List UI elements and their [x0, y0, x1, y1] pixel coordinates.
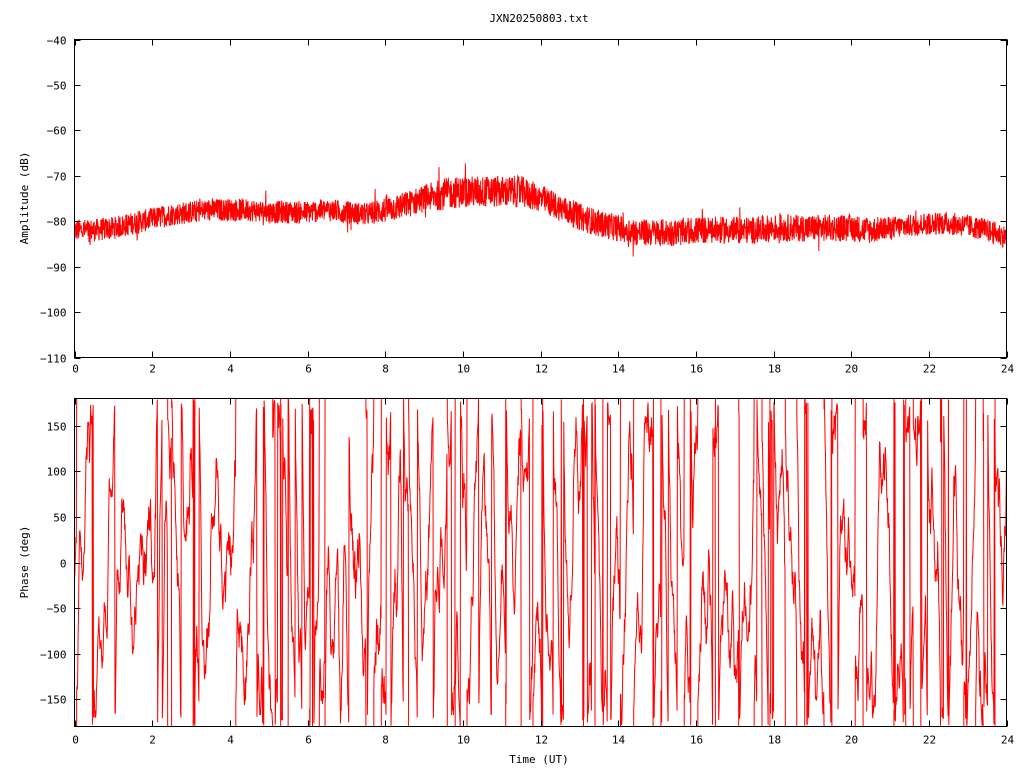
phase-x-tick-label: 16: [690, 734, 703, 747]
phase-y-tick-label: 0: [60, 558, 67, 571]
phase-series-line: [74, 398, 1007, 727]
amplitude-y-tick-label: −90: [47, 262, 67, 275]
phase-axes: 0 2 4 6 8 10 12 14 16 18 20 22 24150100500−50−100−15…: [40, 398, 1015, 747]
phase-y-tick-label: −150: [40, 694, 67, 707]
phase-x-tick-label: 14: [612, 734, 626, 747]
amplitude-panel: 0 2 4 6 8 10 12 14 16 18 20 22 24−40−50−60−70−80−90−…: [18, 35, 1014, 376]
amplitude-x-tick-label: 22: [923, 363, 936, 376]
phase-y-axis-label: Phase (deg): [18, 526, 31, 599]
amplitude-x-tick-label: 10: [457, 363, 470, 376]
amplitude-x-tick-label: 4: [227, 363, 234, 376]
amplitude-x-tick-label: 16: [690, 363, 703, 376]
amplitude-x-tick-label: 8: [382, 363, 389, 376]
amplitude-y-tick-label: −100: [40, 307, 67, 320]
amplitude-series-path: [74, 163, 1007, 257]
phase-y-tick-label: −100: [40, 649, 67, 662]
phase-plot-frame: [74, 398, 1007, 727]
amplitude-axes: 0 2 4 6 8 10 12 14 16 18 20 22 24−40−50−60−70−80−90−…: [40, 35, 1014, 376]
phase-x-tick-label: 22: [923, 734, 936, 747]
phase-x-tick-label: 10: [457, 734, 470, 747]
phase-y-tick-label: 150: [47, 421, 67, 434]
phase-x-tick-label: 12: [535, 734, 548, 747]
amplitude-x-tick-label: 24: [1001, 363, 1015, 376]
amplitude-x-tick-label: 18: [768, 363, 781, 376]
amplitude-y-tick-label: −110: [40, 353, 67, 366]
phase-x-tick-label: 4: [227, 734, 234, 747]
phase-x-tick-label: 24: [1001, 734, 1015, 747]
phase-x-tick-label: 0: [72, 734, 79, 747]
phase-x-tick-label: 2: [149, 734, 156, 747]
phase-series-path: [74, 398, 1007, 727]
phase-x-tick-label: 18: [768, 734, 781, 747]
chart-title: JXN20250803.txt: [489, 12, 588, 25]
amplitude-series-line: [74, 163, 1007, 257]
phase-x-axis-label: Time (UT): [509, 753, 569, 766]
amplitude-x-tick-label: 6: [305, 363, 312, 376]
amplitude-y-tick-label: −50: [47, 80, 67, 93]
phase-x-tick-label: 6: [305, 734, 312, 747]
amplitude-x-tick-label: 0: [72, 363, 79, 376]
phase-x-tick-label: 20: [845, 734, 858, 747]
phase-y-tick-label: 50: [53, 512, 66, 525]
amplitude-x-tick-label: 2: [149, 363, 156, 376]
phase-panel: 0 2 4 6 8 10 12 14 16 18 20 22 24150100500−50−100−15…: [18, 398, 1015, 766]
amplitude-x-tick-label: 14: [612, 363, 626, 376]
amplitude-y-tick-label: −80: [47, 216, 67, 229]
phase-y-tick-label: −50: [47, 603, 67, 616]
amplitude-y-tick-label: −60: [47, 125, 67, 138]
phase-y-tick-label: 100: [47, 466, 67, 479]
amplitude-x-tick-label: 20: [845, 363, 858, 376]
amplitude-y-axis-label: Amplitude (dB): [18, 152, 31, 245]
phase-x-tick-label: 8: [382, 734, 389, 747]
amplitude-y-tick-label: −70: [47, 171, 67, 184]
amplitude-plot-frame: [74, 39, 1007, 358]
amplitude-x-tick-label: 12: [535, 363, 548, 376]
amplitude-y-tick-label: −40: [47, 35, 67, 48]
